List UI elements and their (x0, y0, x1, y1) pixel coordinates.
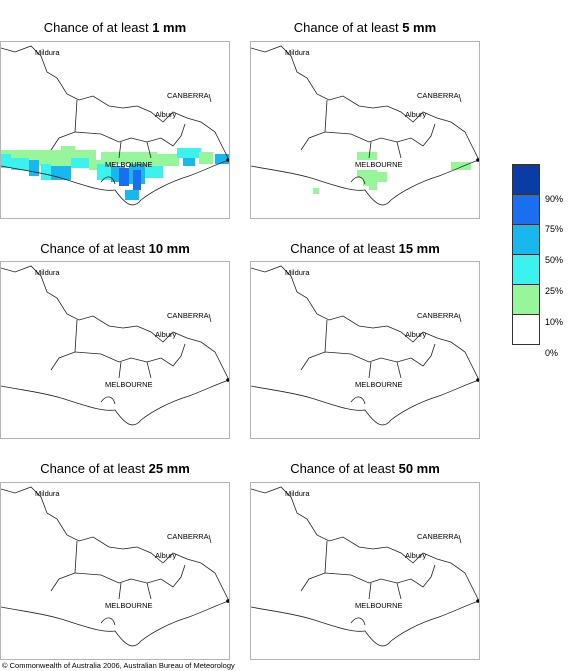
map-15mm-svg: Mildura CANBERRA Albury MELBOURNE (251, 265, 479, 426)
title-prefix: Chance of at least (290, 461, 395, 476)
panel-title-15mm: Chance of at least 15 mm (250, 241, 480, 256)
panel-title-50mm: Chance of at least 50 mm (250, 461, 480, 476)
label-mildura: Mildura (35, 268, 60, 277)
map-50mm: Mildura CANBERRA Albury MELBOURNE (250, 482, 480, 660)
legend-swatch-25 (512, 254, 540, 285)
label-mildura: Mildura (35, 48, 60, 57)
map-1mm-svg: Mildura CANBERRA Albury MELBOURNE (1, 45, 229, 206)
state-borders-25mm (1, 486, 229, 647)
legend-label-50: 50% (545, 255, 564, 265)
map-25mm: Mildura CANBERRA Albury MELBOURNE (0, 482, 230, 660)
title-prefix: Chance of at least (40, 461, 145, 476)
label-mildura: Mildura (285, 489, 310, 498)
title-amount: 1 mm (152, 20, 187, 35)
label-mildura: Mildura (285, 48, 310, 57)
legend-label-0: 0% (545, 348, 559, 358)
map-5mm-svg: Mildura CANBERRA Albury MELBOURNE (251, 45, 479, 206)
map-10mm: Mildura CANBERRA Albury MELBOURNE (0, 261, 230, 439)
legend-label-25: 25% (545, 286, 564, 296)
label-mildura: Mildura (285, 268, 310, 277)
panel-title-5mm: Chance of at least 5 mm (250, 20, 480, 35)
label-canberra: CANBERRA (417, 311, 459, 320)
label-albury: Albury (405, 551, 427, 560)
panel-title-1mm: Chance of at least 1 mm (0, 20, 230, 35)
label-albury: Albury (405, 110, 427, 119)
map-15mm: Mildura CANBERRA Albury MELBOURNE (250, 261, 480, 439)
label-melbourne: MELBOURNE (105, 160, 153, 169)
rain-chance-cells-5mm (313, 152, 471, 194)
label-canberra: CANBERRA (167, 311, 209, 320)
state-borders-50mm (251, 486, 479, 647)
label-albury: Albury (155, 330, 177, 339)
label-melbourne: MELBOURNE (105, 601, 153, 610)
title-amount: 50 mm (398, 461, 440, 476)
map-50mm-svg: Mildura CANBERRA Albury MELBOURNE (251, 486, 479, 647)
legend-swatch-0 (512, 314, 540, 345)
copyright-footer: © Commonwealth of Australia 2006, Austra… (2, 661, 235, 670)
label-melbourne: MELBOURNE (105, 380, 153, 389)
legend-color-scale (512, 164, 540, 345)
title-prefix: Chance of at least (40, 241, 145, 256)
title-amount: 5 mm (402, 20, 437, 35)
rain-chance-cells-1mm (1, 146, 229, 200)
title-amount: 25 mm (148, 461, 190, 476)
map-25mm-svg: Mildura CANBERRA Albury MELBOURNE (1, 486, 229, 647)
state-borders-10mm (1, 265, 229, 426)
label-albury: Albury (155, 110, 177, 119)
legend-swatch-75 (512, 194, 540, 225)
panel-title-25mm: Chance of at least 25 mm (0, 461, 230, 476)
legend-swatch-10 (512, 284, 540, 315)
panel-title-10mm: Chance of at least 10 mm (0, 241, 230, 256)
title-prefix: Chance of at least (290, 241, 395, 256)
label-canberra: CANBERRA (417, 91, 459, 100)
label-albury: Albury (155, 551, 177, 560)
label-canberra: CANBERRA (167, 532, 209, 541)
legend-label-10: 10% (545, 317, 564, 327)
label-canberra: CANBERRA (417, 532, 459, 541)
legend-label-75: 75% (545, 224, 564, 234)
map-10mm-svg: Mildura CANBERRA Albury MELBOURNE (1, 265, 229, 426)
map-1mm: Mildura CANBERRA Albury MELBOURNE (0, 41, 230, 219)
title-amount: 15 mm (398, 241, 440, 256)
legend-swatch-90 (512, 164, 540, 195)
title-prefix: Chance of at least (293, 20, 399, 35)
map-5mm: Mildura CANBERRA Albury MELBOURNE (250, 41, 480, 219)
label-melbourne: MELBOURNE (355, 160, 403, 169)
state-borders-5mm (251, 45, 479, 206)
legend-label-90: 90% (545, 194, 564, 204)
legend-swatch-50 (512, 224, 540, 255)
label-mildura: Mildura (35, 489, 60, 498)
state-borders-1mm (1, 45, 229, 206)
label-melbourne: MELBOURNE (355, 380, 403, 389)
label-albury: Albury (405, 330, 427, 339)
title-prefix: Chance of at least (43, 20, 149, 35)
label-melbourne: MELBOURNE (355, 601, 403, 610)
label-canberra: CANBERRA (167, 91, 209, 100)
state-borders-15mm (251, 265, 479, 426)
title-amount: 10 mm (148, 241, 190, 256)
